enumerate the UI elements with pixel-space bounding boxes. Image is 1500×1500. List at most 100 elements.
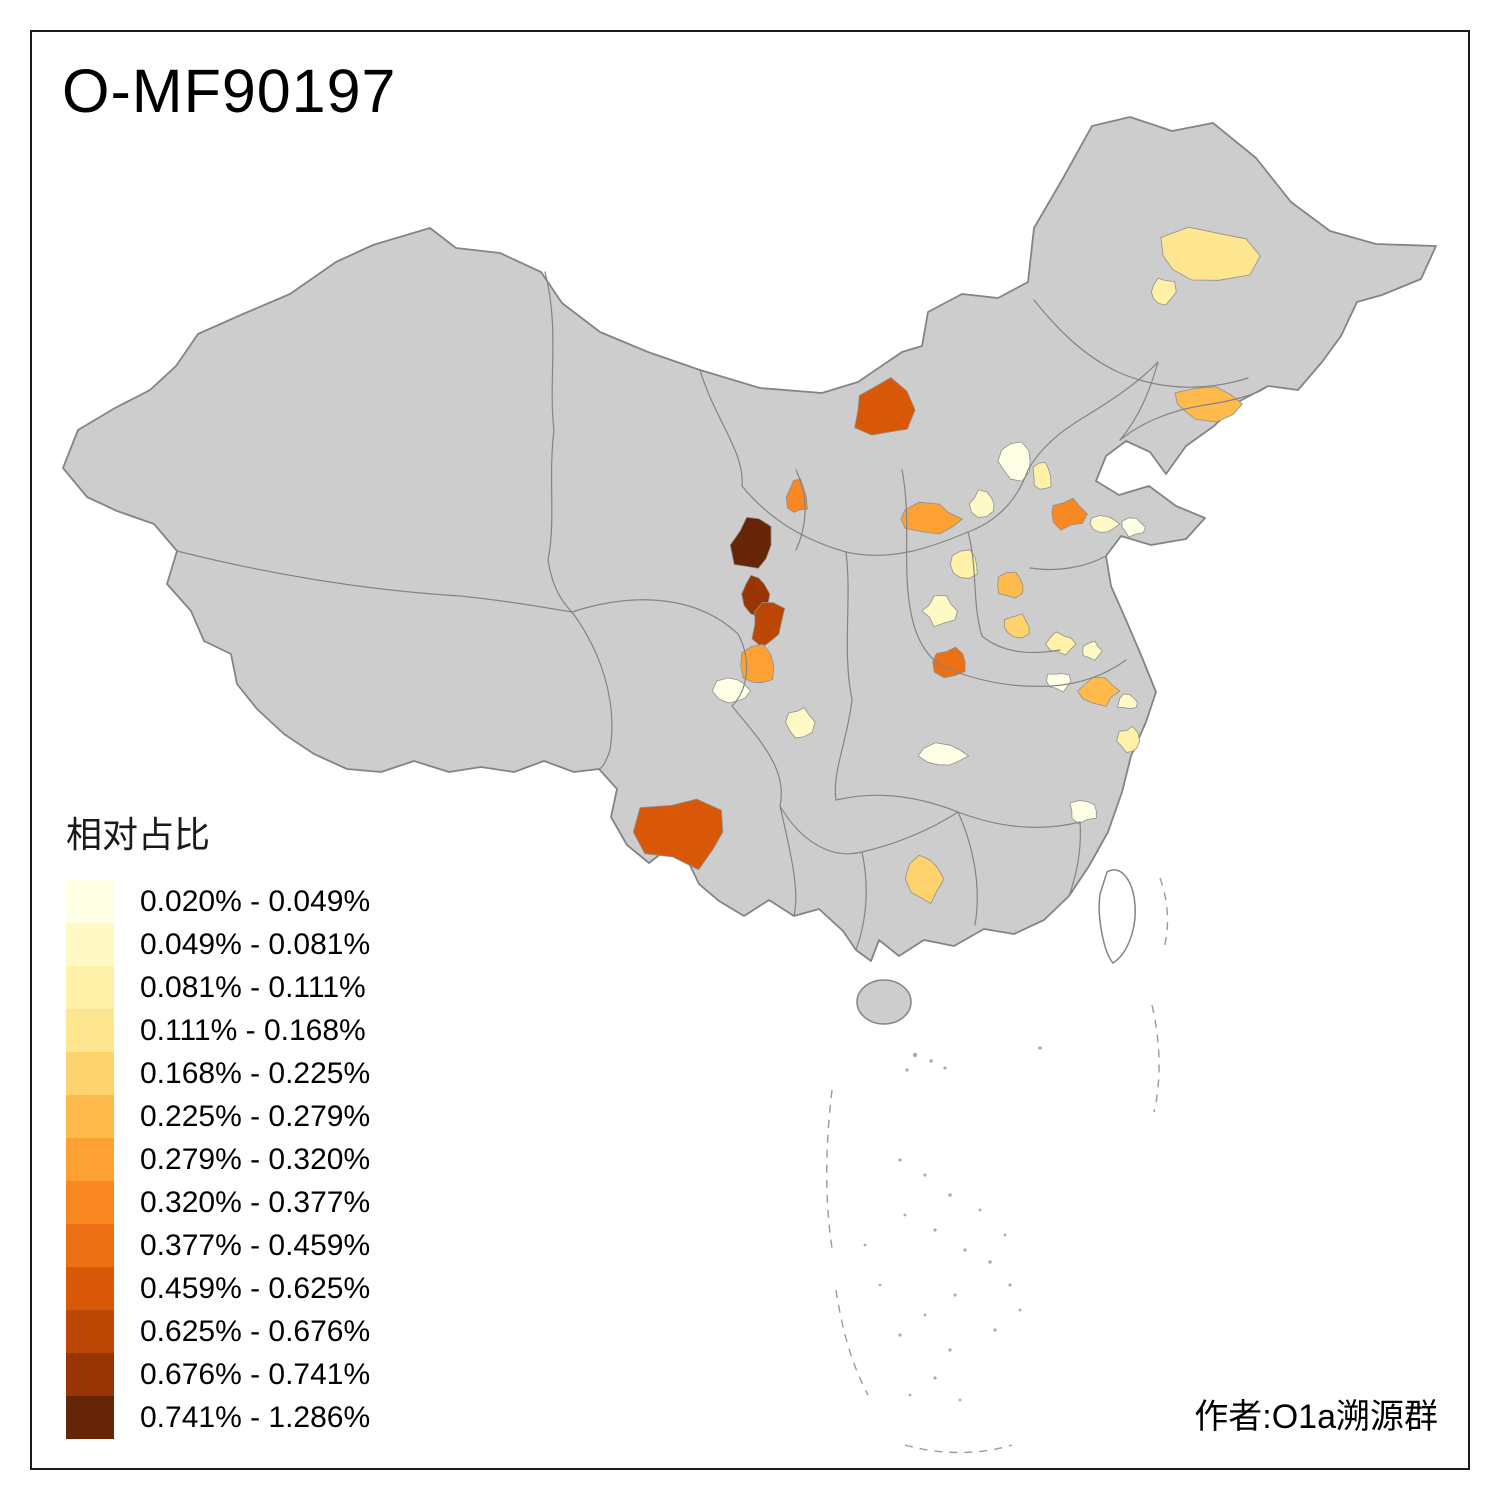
islet-dot [988,1260,992,1264]
legend-swatch [66,1267,114,1310]
islet-dot [1008,1283,1012,1287]
legend-swatch [66,1181,114,1224]
legend-swatch [66,1095,114,1138]
dash-line [1151,1004,1160,1113]
province-border-line [571,611,613,770]
islet-dot [863,1243,867,1247]
province-border-line [699,369,969,556]
legend-item: 0.049% - 0.081% [66,923,370,966]
province-border-line [779,805,797,917]
author-credit: 作者:O1a溯源群 [1194,1398,1438,1436]
south-china-sea-islets [863,1046,1042,1402]
province-border-line [571,599,748,707]
legend-swatch [66,1052,114,1095]
legend-label: 0.020% - 0.049% [140,884,371,918]
highlighted-region [1045,631,1077,656]
legend-label: 0.625% - 0.676% [140,1314,371,1348]
legend-item: 0.111% - 0.168% [66,1009,370,1052]
highlighted-region [1150,277,1177,306]
highlighted-region [740,643,775,684]
islet-dot [943,1066,947,1070]
highlighted-region [711,677,752,704]
legend-label: 0.049% - 0.081% [140,927,371,961]
province-border-line [855,851,867,951]
legend-swatch [66,923,114,966]
province-border-line [544,271,573,613]
highlighted-region [1069,800,1097,825]
islet-dot [958,1398,962,1402]
islet-dot [963,1248,967,1252]
dash-line [1159,877,1169,949]
highlighted-region [1116,726,1141,753]
legend-swatch [66,966,114,1009]
islet-dot [933,1228,937,1232]
highlighted-region [1003,613,1030,639]
highlighted-region [1046,673,1072,693]
highlighted-region [997,571,1024,599]
legend-items: 0.020% - 0.049% 0.049% - 0.081% 0.081% - 0… [66,880,370,1439]
islet-dot [978,1208,982,1212]
highlighted-region [921,594,958,628]
legend-item: 0.225% - 0.279% [66,1095,370,1138]
legend-item: 0.625% - 0.676% [66,1310,370,1353]
highlighted-region [632,798,724,871]
islet-dot [898,1333,902,1337]
legend-label: 0.676% - 0.741% [140,1357,371,1391]
highlighted-region [932,646,966,679]
highlighted-region [917,742,970,766]
province-border-line [731,705,959,855]
islet-dot [905,1068,909,1072]
taiwan-island [1098,869,1136,964]
legend-label: 0.168% - 0.225% [140,1056,371,1090]
dash-line [826,1089,833,1249]
highlighted-region [1076,677,1121,707]
highlighted-region [1032,462,1052,490]
plot-title: O-MF90197 [62,57,397,125]
province-border-line [901,469,947,669]
highlighted-region [1082,640,1103,661]
islet-dot [929,1059,933,1063]
province-border-line [176,550,573,613]
legend-label: 0.081% - 0.111% [140,970,366,1004]
islet-dot [903,1213,907,1217]
islet-dot [953,1293,957,1297]
province-border-line [945,659,1127,687]
islet-dot [923,1173,927,1177]
legend-label: 0.377% - 0.459% [140,1228,371,1262]
islet-dot [993,1328,997,1332]
province-border-line [1119,361,1159,441]
islet-dot [948,1193,952,1197]
legend-swatch [66,880,114,923]
highlighted-region [729,516,772,569]
legend-swatch [66,1310,114,1353]
south-china-sea-boundary [826,877,1169,1454]
legend-swatch [66,1396,114,1439]
islet-dot [923,1313,927,1317]
islet-dot [1038,1046,1042,1050]
legend-item: 0.741% - 1.286% [66,1396,370,1439]
legend-item: 0.676% - 0.741% [66,1353,370,1396]
province-border-line [957,811,978,926]
legend-swatch [66,1224,114,1267]
legend: 相对占比 0.020% - 0.049% 0.049% - 0.081% 0.081… [66,806,370,1439]
province-border-line [835,794,1081,897]
highlighted-region [785,706,816,739]
legend-swatch [66,1138,114,1181]
region-blobs [632,226,1261,905]
legend-title: 相对占比 [66,814,211,855]
legend-swatch [66,1353,114,1396]
islet-dot [933,1376,937,1380]
highlighted-region [1051,497,1088,531]
dash-line [904,1444,1013,1454]
province-borders [176,271,1269,951]
legend-swatch [66,1009,114,1052]
legend-item: 0.377% - 0.459% [66,1224,370,1267]
legend-label: 0.279% - 0.320% [140,1142,371,1176]
islet-dot [898,1158,902,1162]
highlighted-region [968,489,995,519]
islet-dot [908,1393,912,1397]
province-border-line [967,361,1159,533]
legend-label: 0.459% - 0.625% [140,1271,371,1305]
